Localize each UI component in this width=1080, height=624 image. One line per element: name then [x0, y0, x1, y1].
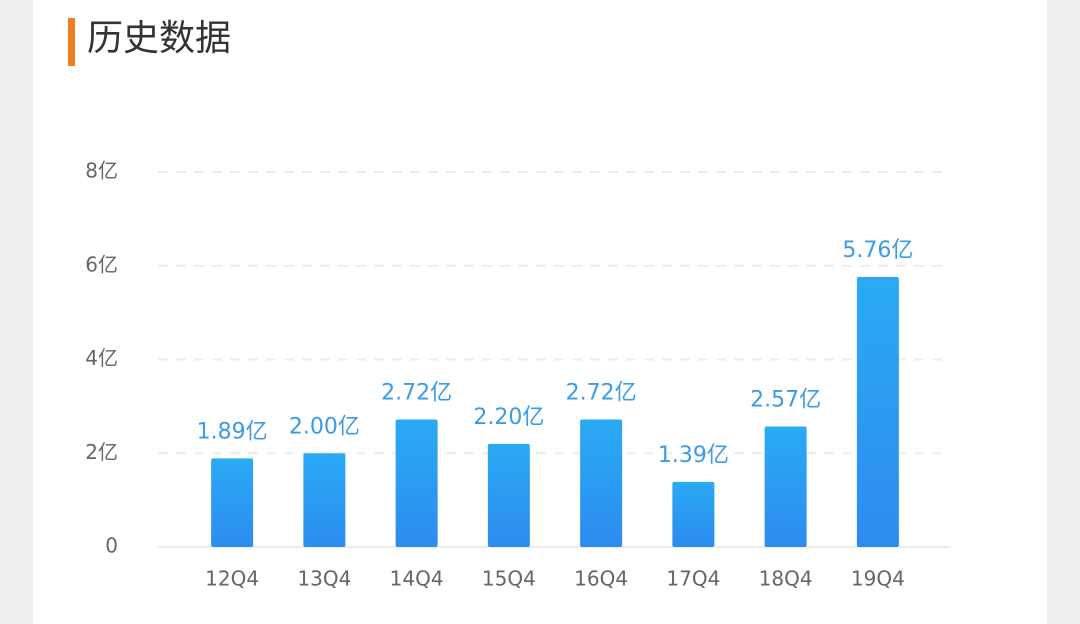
- x-tick-label: 16Q4: [574, 567, 628, 591]
- y-tick-label: 8亿: [85, 159, 118, 183]
- value-label: 2.72亿: [566, 381, 637, 406]
- x-tick-label: 13Q4: [297, 567, 351, 591]
- bar: [303, 453, 346, 547]
- value-label: 1.89亿: [197, 419, 268, 444]
- y-tick-label: 0: [105, 534, 118, 558]
- x-tick-label: 14Q4: [390, 567, 444, 591]
- title-accent: [68, 18, 75, 66]
- bar: [764, 426, 807, 547]
- value-label: 2.72亿: [381, 381, 452, 406]
- value-label: 1.39亿: [658, 443, 729, 468]
- x-tick-label: 17Q4: [666, 567, 720, 591]
- x-tick-label: 12Q4: [205, 567, 259, 591]
- value-label: 5.76亿: [842, 238, 913, 263]
- bar: [487, 443, 530, 547]
- x-tick-label: 15Q4: [482, 567, 536, 591]
- bar: [211, 458, 254, 547]
- bar: [856, 277, 899, 547]
- x-tick-label: 18Q4: [759, 567, 813, 591]
- value-label: 2.20亿: [473, 405, 544, 430]
- x-tick-label: 19Q4: [851, 567, 905, 591]
- bar: [580, 419, 623, 547]
- y-tick-label: 4亿: [85, 346, 118, 370]
- y-tick-label: 2亿: [85, 440, 118, 464]
- bar: [672, 481, 715, 547]
- bar: [395, 419, 438, 547]
- chart-title: 历史数据: [87, 18, 231, 59]
- y-tick-label: 6亿: [85, 252, 118, 276]
- value-label: 2.00亿: [289, 414, 360, 439]
- value-label: 2.57亿: [750, 388, 821, 413]
